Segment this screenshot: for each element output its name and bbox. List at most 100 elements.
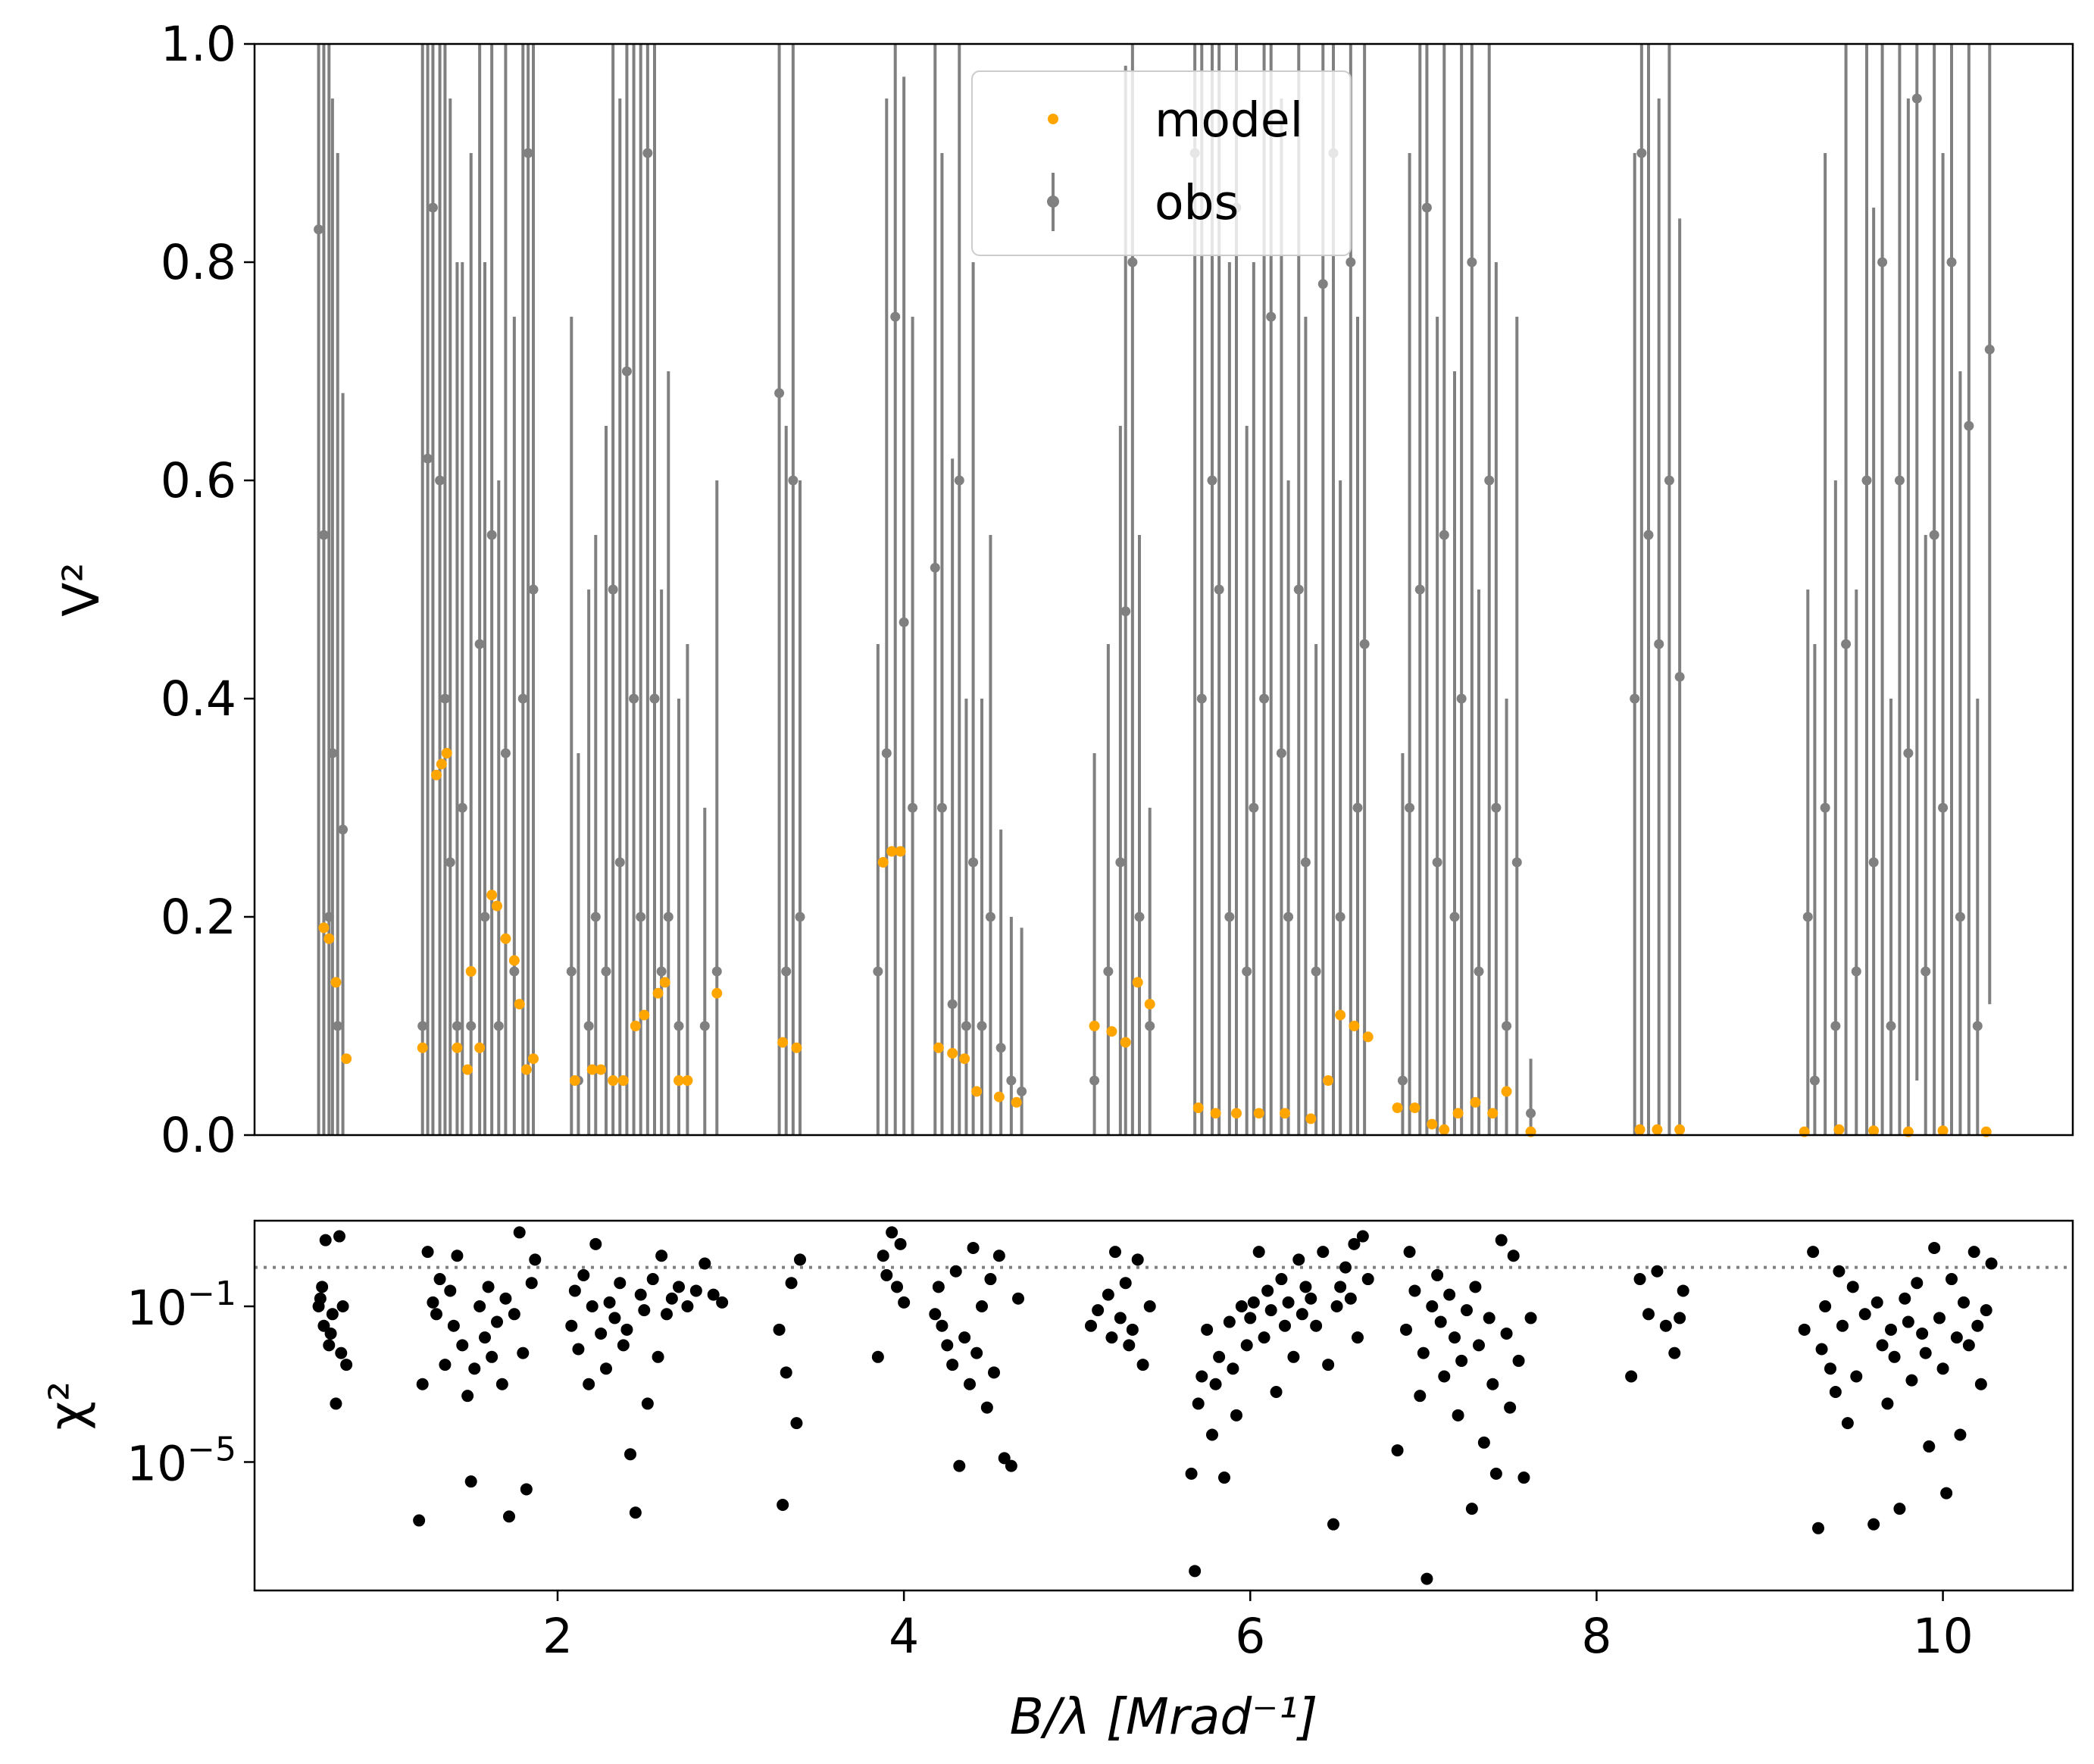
obs-point (629, 693, 639, 704)
model-point (462, 1064, 473, 1075)
obs-point (1861, 475, 1872, 486)
v2-y-tick-label: 0.0 (161, 1108, 236, 1163)
chi2-point (614, 1277, 627, 1290)
chi2-point (646, 1273, 659, 1286)
model-point (993, 1091, 1005, 1102)
obs-point (936, 802, 947, 813)
chi2-point (1829, 1386, 1842, 1399)
chi2-point (1192, 1397, 1205, 1410)
obs-point (439, 693, 450, 704)
obs-point (314, 224, 324, 235)
chi2-point (1258, 1331, 1270, 1344)
chi2-point (589, 1237, 602, 1250)
chi2-point (936, 1319, 949, 1332)
obs-point (899, 617, 909, 627)
obs-point (985, 912, 995, 922)
obs-point (1300, 857, 1311, 868)
chi2-point (1092, 1304, 1105, 1317)
chi2-point (880, 1268, 893, 1281)
chi2-point (1940, 1487, 1953, 1500)
chi2-point (941, 1339, 954, 1352)
obs-point (699, 1021, 710, 1031)
chi2-point (608, 1312, 621, 1325)
chi2-point (984, 1273, 997, 1286)
obs-point (1249, 802, 1259, 813)
chi2-point (1235, 1300, 1248, 1313)
model-point (330, 977, 342, 988)
obs-point (1120, 606, 1131, 617)
obs-point (1886, 1021, 1896, 1031)
chi2-point (1244, 1312, 1257, 1325)
chi2-point (1633, 1273, 1646, 1286)
chi2-point (898, 1296, 911, 1309)
obs-point (1421, 202, 1432, 213)
chi2-point (1824, 1362, 1836, 1375)
model-point (639, 1009, 650, 1021)
chi2-point (1240, 1339, 1253, 1352)
model-point (1144, 999, 1155, 1010)
model-point (1452, 1108, 1464, 1119)
obs-point (1903, 748, 1914, 758)
obs-point (1196, 693, 1207, 704)
chi2-y-tick-label: 10−5 (127, 1430, 236, 1491)
obs-point (1134, 912, 1145, 922)
chi2-point (1438, 1370, 1451, 1383)
chi2-point (1299, 1281, 1312, 1293)
model-point (1305, 1113, 1317, 1124)
chi2-point (1841, 1417, 1854, 1430)
chi2-point (1292, 1253, 1305, 1266)
chi2-point (1642, 1308, 1655, 1321)
chi2-point (1668, 1346, 1681, 1359)
chi2-point (1974, 1378, 1987, 1390)
chi2-point (1275, 1273, 1288, 1286)
chi2-point (1218, 1472, 1230, 1484)
v2-y-tick-label: 0.6 (161, 453, 236, 508)
x-axis-label: B/λ [Mrad⁻¹] (1010, 1687, 1318, 1746)
obs-point (1946, 257, 1957, 267)
chi2-point (1489, 1467, 1502, 1480)
model-point (1439, 1124, 1450, 1135)
chi2-point (1911, 1277, 1924, 1290)
chi2-point (323, 1339, 336, 1352)
chi2-point (988, 1366, 1000, 1379)
obs-point (417, 1021, 428, 1031)
chi2-point (595, 1327, 608, 1340)
chi2-point (629, 1506, 642, 1519)
obs-point (445, 857, 455, 868)
obs-point (995, 1043, 1006, 1053)
chi2-point (1798, 1323, 1811, 1336)
chi2-point (586, 1300, 599, 1313)
model-point (1652, 1124, 1663, 1135)
chi2-point (486, 1350, 498, 1363)
obs-point (1955, 912, 1965, 922)
chi2-point (1105, 1331, 1118, 1344)
chi2-point (1330, 1300, 1343, 1313)
v2-y-tick-label: 0.4 (161, 671, 236, 727)
model-point (1501, 1086, 1512, 1097)
obs-point (1802, 912, 1813, 922)
v2-y-tick-label: 1.0 (161, 17, 236, 72)
chi2-point (314, 1292, 327, 1305)
model-point (1192, 1102, 1204, 1113)
obs-point (1630, 693, 1640, 704)
obs-point (774, 388, 785, 399)
chi2-point (699, 1257, 711, 1270)
chi2-point (1114, 1312, 1127, 1325)
chi2-point (427, 1296, 439, 1309)
obs-point (1674, 671, 1685, 682)
chi2-point (1469, 1281, 1482, 1293)
obs-point (1432, 857, 1442, 868)
model-point (1937, 1125, 1949, 1137)
obs-point (1484, 475, 1495, 486)
obs-point (590, 912, 601, 922)
chi2-point (1209, 1378, 1222, 1390)
obs-point (1276, 748, 1286, 758)
chi2-point (1400, 1323, 1412, 1336)
chi2-point (326, 1308, 339, 1321)
legend-obs-label: obs (1155, 175, 1239, 230)
obs-point (1894, 475, 1905, 486)
chi2-point (673, 1281, 685, 1293)
x-tick-label: 8 (1581, 1609, 1611, 1664)
model-point (1210, 1108, 1221, 1119)
chi2-point (336, 1300, 349, 1313)
